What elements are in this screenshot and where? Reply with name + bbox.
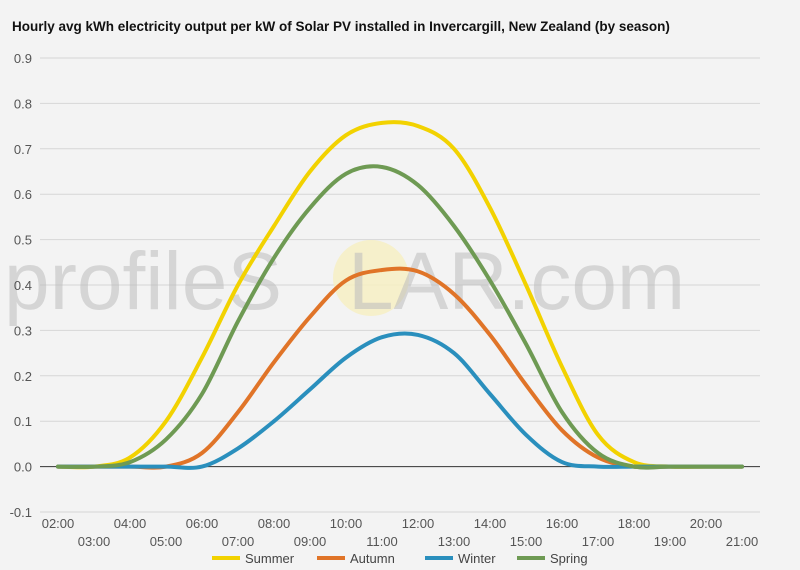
x-tick-label: 07:00 <box>222 534 255 549</box>
x-tick-label: 15:00 <box>510 534 543 549</box>
legend-label-winter: Winter <box>458 551 496 566</box>
legend-label-spring: Spring <box>550 551 588 566</box>
y-tick-label: 0.4 <box>14 278 32 293</box>
series-line-spring <box>56 164 744 470</box>
y-tick-label: 0.1 <box>14 414 32 429</box>
y-tick-label: 0.5 <box>14 233 32 248</box>
x-tick-label: 17:00 <box>582 534 615 549</box>
x-tick-label: 16:00 <box>546 516 579 531</box>
grid <box>40 57 760 513</box>
y-tick-label: -0.1 <box>10 505 32 520</box>
chart-title: Hourly avg kWh electricity output per kW… <box>12 19 670 34</box>
x-tick-label: 09:00 <box>294 534 327 549</box>
series-line-summer <box>56 120 744 470</box>
x-tick-label: 12:00 <box>402 516 435 531</box>
x-tick-label: 14:00 <box>474 516 507 531</box>
legend-label-autumn: Autumn <box>350 551 395 566</box>
x-tick-label: 11:00 <box>366 534 398 549</box>
watermark: profileS LAR.com <box>4 236 685 327</box>
x-tick-label: 10:00 <box>330 516 363 531</box>
x-tick-label: 08:00 <box>258 516 291 531</box>
x-tick-label: 02:00 <box>42 516 75 531</box>
y-tick-label: 0.9 <box>14 51 32 66</box>
x-tick-label: 05:00 <box>150 534 183 549</box>
legend-label-summer: Summer <box>245 551 295 566</box>
series <box>56 120 744 470</box>
legend: Summer Autumn Winter Spring <box>212 551 588 566</box>
x-tick-label: 04:00 <box>114 516 147 531</box>
x-tick-label: 18:00 <box>618 516 651 531</box>
x-tick-label: 03:00 <box>78 534 111 549</box>
x-tick-label: 19:00 <box>654 534 687 549</box>
x-tick-label: 13:00 <box>438 534 471 549</box>
x-tick-label: 21:00 <box>726 534 759 549</box>
y-tick-label: 0.8 <box>14 96 32 111</box>
series-line-winter <box>56 331 744 470</box>
y-tick-label: 0.6 <box>14 187 32 202</box>
y-tick-label: 0.3 <box>14 323 32 338</box>
y-tick-label: 0.7 <box>14 142 32 157</box>
x-tick-label: 06:00 <box>186 516 219 531</box>
x-axis: 02:0003:0004:0005:0006:0007:0008:0009:00… <box>42 516 759 549</box>
y-tick-label: 0.2 <box>14 369 32 384</box>
watermark-text: profileS LAR.com <box>4 236 685 327</box>
watermark-sun-icon <box>333 240 409 316</box>
x-tick-label: 20:00 <box>690 516 723 531</box>
y-axis: -0.1 0.0 0.1 0.2 0.3 0.4 0.5 0.6 0.7 0.8 0.9 <box>10 51 32 520</box>
y-tick-label: 0.0 <box>14 460 32 475</box>
